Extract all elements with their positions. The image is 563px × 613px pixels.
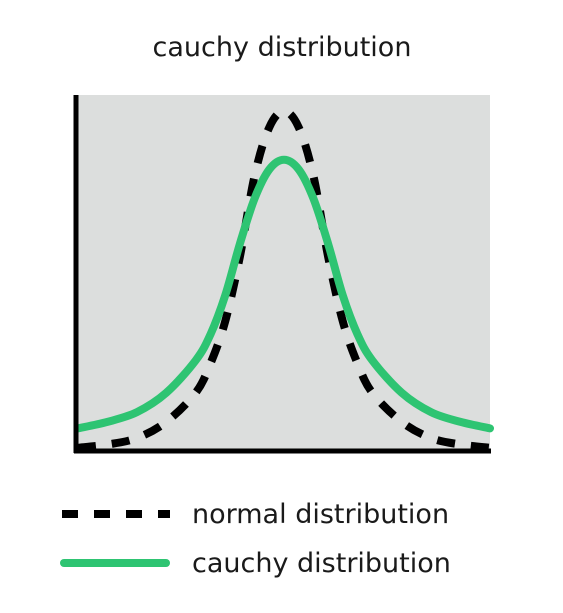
legend-item-normal: normal distribution (62, 499, 449, 530)
legend-normal-label: normal distribution (192, 499, 449, 530)
cauchy-distribution-line (74, 155, 494, 433)
chart-title: cauchy distribution (153, 32, 412, 63)
legend: normal distribution cauchy distribution (60, 499, 451, 579)
legend-cauchy-label: cauchy distribution (192, 548, 451, 579)
plot-area (78, 95, 490, 451)
normal-distribution-line (77, 107, 491, 452)
legend-item-cauchy: cauchy distribution (60, 548, 451, 579)
